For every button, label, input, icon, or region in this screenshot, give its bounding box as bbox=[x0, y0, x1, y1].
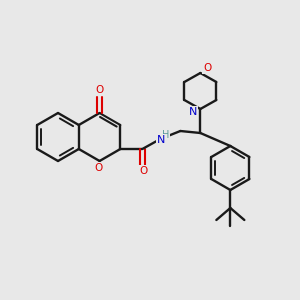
Text: O: O bbox=[139, 166, 148, 176]
Text: N: N bbox=[157, 135, 166, 145]
Text: O: O bbox=[203, 63, 212, 73]
Text: O: O bbox=[95, 85, 104, 95]
Text: H: H bbox=[162, 130, 169, 140]
Text: O: O bbox=[94, 163, 103, 173]
Text: N: N bbox=[189, 107, 197, 117]
